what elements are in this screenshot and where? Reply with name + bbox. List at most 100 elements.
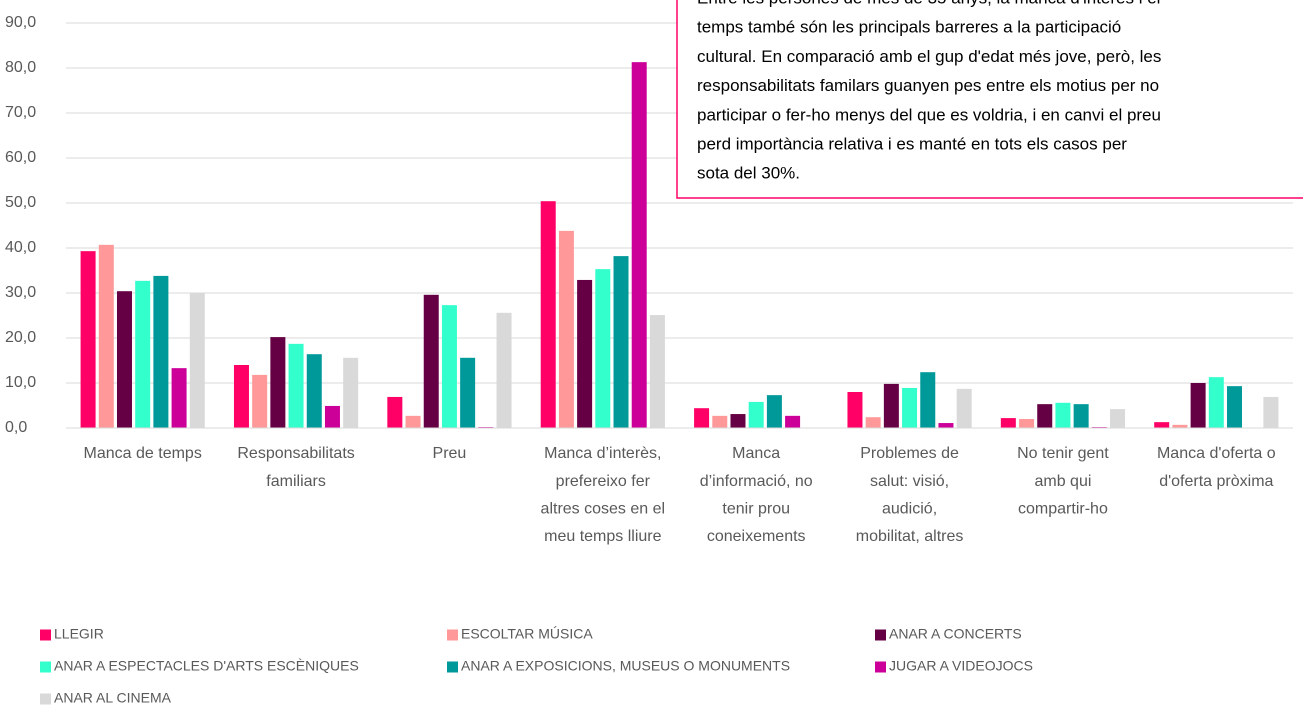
legend-swatch — [40, 693, 51, 705]
legend-label: ANAR A EXPOSICIONS, MUSEUS O MONUMENTS — [461, 658, 790, 674]
bar — [938, 423, 954, 428]
bar — [1208, 377, 1224, 428]
bar — [1154, 422, 1170, 428]
legend-swatch — [875, 629, 886, 641]
bar — [270, 337, 286, 428]
annotation-text: perd importància relativa i es manté en … — [697, 134, 1127, 153]
y-tick-label: 90,0 — [5, 14, 36, 31]
y-tick-label: 50,0 — [5, 194, 36, 211]
legend-swatch — [875, 661, 886, 673]
bar — [98, 244, 114, 428]
x-tick-label: Problemes de — [860, 445, 959, 462]
x-tick-label: Manca — [732, 445, 780, 462]
bar — [80, 251, 96, 428]
legend-label: JUGAR A VIDEOJOCS — [889, 658, 1033, 674]
bar — [1000, 418, 1016, 428]
bar — [631, 62, 647, 429]
bar — [902, 387, 918, 428]
bar — [712, 415, 728, 428]
bar — [748, 401, 764, 428]
bar — [1227, 386, 1243, 428]
y-tick-label: 70,0 — [5, 104, 36, 121]
bar — [387, 396, 403, 428]
x-tick-label: coneixements — [707, 528, 806, 545]
x-tick-label: familiars — [266, 473, 326, 490]
bar — [1019, 419, 1035, 428]
bar — [135, 280, 151, 428]
bar — [1037, 404, 1053, 428]
bar — [595, 269, 611, 428]
bar — [288, 343, 304, 428]
bar — [920, 372, 936, 428]
bar — [847, 392, 863, 428]
x-tick-label: mobilitat, altres — [856, 528, 964, 545]
bar — [1190, 383, 1206, 428]
y-tick-label: 0,0 — [5, 419, 27, 436]
bar — [956, 388, 972, 428]
bar — [496, 312, 512, 428]
bar — [171, 368, 187, 428]
bar — [865, 417, 881, 428]
x-tick-label: Preu — [433, 445, 467, 462]
x-tick-label: Manca de temps — [84, 445, 202, 462]
x-tick-label: altres coses en el — [541, 500, 666, 517]
bar — [730, 414, 746, 428]
x-tick-label: amb qui — [1034, 473, 1091, 490]
bar — [694, 408, 710, 428]
bar — [577, 279, 593, 428]
legend-swatch — [447, 629, 458, 641]
x-tick-label: meu temps lliure — [544, 528, 661, 545]
bar — [423, 294, 439, 428]
x-tick-label: No tenir gent — [1017, 445, 1109, 462]
legend-label: ANAR A CONCERTS — [889, 626, 1022, 642]
x-tick-label: d’informació, no — [700, 473, 813, 490]
x-tick-label: Manca d'oferta o — [1157, 445, 1276, 462]
bar — [1110, 409, 1126, 428]
x-tick-label: compartir-ho — [1018, 500, 1108, 517]
y-tick-label: 30,0 — [5, 284, 36, 301]
legend-label: ANAR AL CINEMA — [54, 690, 172, 706]
x-tick-label: d'oferta pròxima — [1159, 473, 1273, 490]
annotation-text: responsabilitats familars guanyen pes en… — [697, 76, 1159, 95]
annotation-text: cultural. En comparació amb el gup d'eda… — [697, 47, 1161, 66]
x-tick-label: Manca d’interès, — [544, 445, 661, 462]
x-tick-label: prefereixo fer — [556, 473, 651, 490]
bar — [1172, 424, 1188, 428]
bar — [460, 357, 476, 428]
x-tick-label: Responsabilitats — [237, 445, 354, 462]
bar — [883, 383, 899, 428]
bar — [324, 405, 340, 428]
y-tick-label: 10,0 — [5, 374, 36, 391]
bar — [343, 357, 359, 428]
y-tick-label: 80,0 — [5, 59, 36, 76]
bar — [785, 415, 801, 428]
bar — [649, 315, 665, 428]
bar — [613, 256, 629, 428]
annotation-text: temps també són les principals barreres … — [697, 18, 1121, 37]
bar — [766, 395, 782, 428]
y-tick-label: 40,0 — [5, 239, 36, 256]
legend-label: LLEGIR — [54, 626, 104, 642]
x-tick-label: tenir prou — [722, 500, 790, 517]
legend-swatch — [447, 661, 458, 673]
bar — [153, 275, 169, 428]
annotation-text: Entre les persones de més de 35 anys, la… — [697, 0, 1160, 7]
bar — [189, 293, 205, 428]
bar — [1263, 396, 1279, 428]
bar — [1055, 402, 1071, 428]
legend-swatch — [40, 661, 51, 673]
legend-label: ESCOLTAR MÚSICA — [461, 626, 593, 642]
bar — [1073, 404, 1089, 428]
y-tick-label: 60,0 — [5, 149, 36, 166]
bar — [306, 354, 322, 428]
bar — [233, 365, 249, 428]
annotation-box — [676, 0, 1303, 199]
bar — [558, 230, 574, 428]
bar — [116, 291, 132, 428]
legend-label: ANAR A ESPECTACLES D'ARTS ESCÈNIQUES — [54, 658, 359, 674]
bar — [405, 415, 421, 428]
legend-swatch — [40, 629, 51, 641]
bar — [540, 201, 556, 428]
y-tick-label: 20,0 — [5, 329, 36, 346]
